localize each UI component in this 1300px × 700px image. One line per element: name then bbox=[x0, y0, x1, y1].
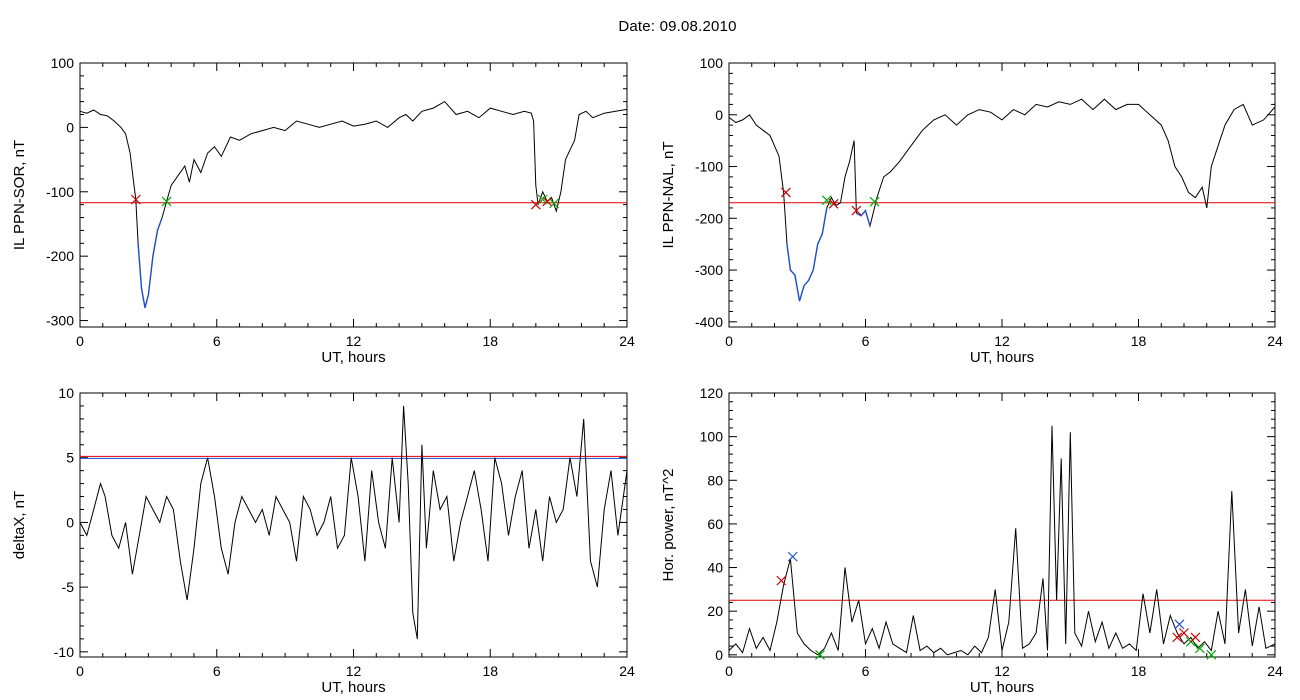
x-tick-label: 0 bbox=[725, 333, 733, 349]
y-tick-label: 0 bbox=[66, 514, 74, 530]
marker-start bbox=[1179, 628, 1189, 638]
y-tick-label: 5 bbox=[66, 450, 74, 466]
plot-frame bbox=[79, 392, 628, 658]
y-tick-label: 0 bbox=[715, 107, 723, 123]
series-highlight bbox=[786, 207, 828, 302]
marker-end bbox=[815, 649, 825, 660]
x-tick-label: 6 bbox=[213, 333, 221, 349]
x-axis-label: UT, hours bbox=[970, 679, 1034, 696]
chart-deltax: 0 6 12 18 24 -10 -5 0 5 10 UT, hours deltaX, nT bbox=[11, 385, 635, 696]
plot-frame bbox=[79, 62, 628, 328]
x-tick-label: 24 bbox=[1267, 333, 1283, 349]
y-tick-label: 60 bbox=[707, 516, 723, 532]
marker-start bbox=[780, 187, 791, 198]
marker-start bbox=[776, 575, 787, 586]
y-axis-label: IL PPN-NAL, nT bbox=[660, 142, 677, 249]
y-tick-label: 10 bbox=[58, 385, 74, 401]
y-tick-label: 40 bbox=[707, 560, 723, 576]
plot-frame bbox=[728, 392, 1276, 658]
y-axis-label: IL PPN-SOR, nT bbox=[11, 140, 28, 250]
x-tick-label: 12 bbox=[346, 333, 362, 349]
x-tick-label: 18 bbox=[482, 333, 498, 349]
y-tick-label: -300 bbox=[46, 313, 74, 329]
marker-start bbox=[1172, 632, 1183, 643]
marker-end bbox=[161, 196, 172, 207]
marker-end bbox=[1206, 649, 1217, 660]
marker-end bbox=[549, 198, 559, 209]
x-axis-label: UT, hours bbox=[970, 349, 1034, 366]
marker-end bbox=[1195, 643, 1205, 654]
x-tick-label: 0 bbox=[76, 663, 84, 679]
series-line bbox=[728, 98, 1276, 302]
x-tick-label: 6 bbox=[862, 663, 870, 679]
y-tick-label: -100 bbox=[695, 159, 723, 175]
y-tick-label: -400 bbox=[695, 314, 723, 330]
x-tick-label: 18 bbox=[1131, 333, 1147, 349]
y-tick-label: -200 bbox=[695, 210, 723, 226]
y-tick-label: 0 bbox=[715, 647, 723, 663]
marker-start bbox=[1190, 632, 1201, 643]
marker-start bbox=[828, 198, 839, 209]
x-tick-label: 12 bbox=[346, 663, 362, 679]
y-axis-label: deltaX, nT bbox=[11, 491, 28, 559]
marker-peak bbox=[787, 551, 798, 562]
chart-ppn-nal: 0 6 12 18 24 -400 -300 -200 -100 0 100 UT, hours IL … bbox=[660, 55, 1283, 366]
chart-ppn-sor: 0 6 12 18 24 -300 -200 -100 0 100 UT, hours IL PPN-… bbox=[11, 55, 635, 366]
plot-frame bbox=[728, 62, 1276, 328]
marker-end bbox=[869, 196, 880, 207]
page-title: Date: 09.08.2010 bbox=[618, 18, 737, 35]
x-tick-label: 18 bbox=[1131, 663, 1147, 679]
marker-start bbox=[530, 199, 541, 210]
y-tick-label: 80 bbox=[707, 472, 723, 488]
y-tick-label: -10 bbox=[54, 644, 74, 660]
y-axis-label: Hor. power, nT^2 bbox=[660, 469, 677, 582]
y-tick-label: -200 bbox=[46, 248, 74, 264]
x-tick-label: 24 bbox=[619, 663, 635, 679]
y-tick-label: 120 bbox=[700, 385, 724, 401]
x-tick-label: 12 bbox=[994, 663, 1010, 679]
x-axis-label: UT, hours bbox=[321, 679, 385, 696]
x-tick-label: 0 bbox=[725, 663, 733, 679]
y-tick-label: 100 bbox=[51, 55, 75, 71]
series-line bbox=[79, 405, 628, 639]
y-tick-label: -100 bbox=[46, 184, 74, 200]
x-tick-label: 0 bbox=[76, 333, 84, 349]
y-tick-label: 20 bbox=[707, 603, 723, 619]
x-tick-label: 6 bbox=[213, 663, 221, 679]
x-tick-label: 24 bbox=[619, 333, 635, 349]
x-axis-label: UT, hours bbox=[321, 349, 385, 366]
series-highlight bbox=[137, 217, 163, 308]
marker-end bbox=[537, 194, 548, 205]
marker-start bbox=[130, 194, 141, 205]
chart-hor-power: 0 6 12 18 24 0 20 40 60 80 100 120 UT, hours Hor. pow… bbox=[660, 385, 1283, 696]
marker-end bbox=[821, 195, 832, 206]
series-line bbox=[728, 425, 1276, 656]
y-tick-label: 100 bbox=[700, 429, 724, 445]
x-tick-label: 6 bbox=[862, 333, 870, 349]
x-tick-label: 24 bbox=[1267, 663, 1283, 679]
x-tick-label: 18 bbox=[482, 663, 498, 679]
marker-start bbox=[851, 205, 862, 216]
series-line bbox=[79, 100, 628, 308]
y-tick-label: -300 bbox=[695, 262, 723, 278]
y-tick-label: -5 bbox=[62, 579, 75, 595]
x-tick-label: 12 bbox=[994, 333, 1010, 349]
series-highlight bbox=[856, 209, 871, 227]
marker-peak bbox=[1174, 619, 1185, 630]
y-tick-label: 100 bbox=[700, 55, 724, 71]
y-tick-label: 0 bbox=[66, 119, 74, 135]
